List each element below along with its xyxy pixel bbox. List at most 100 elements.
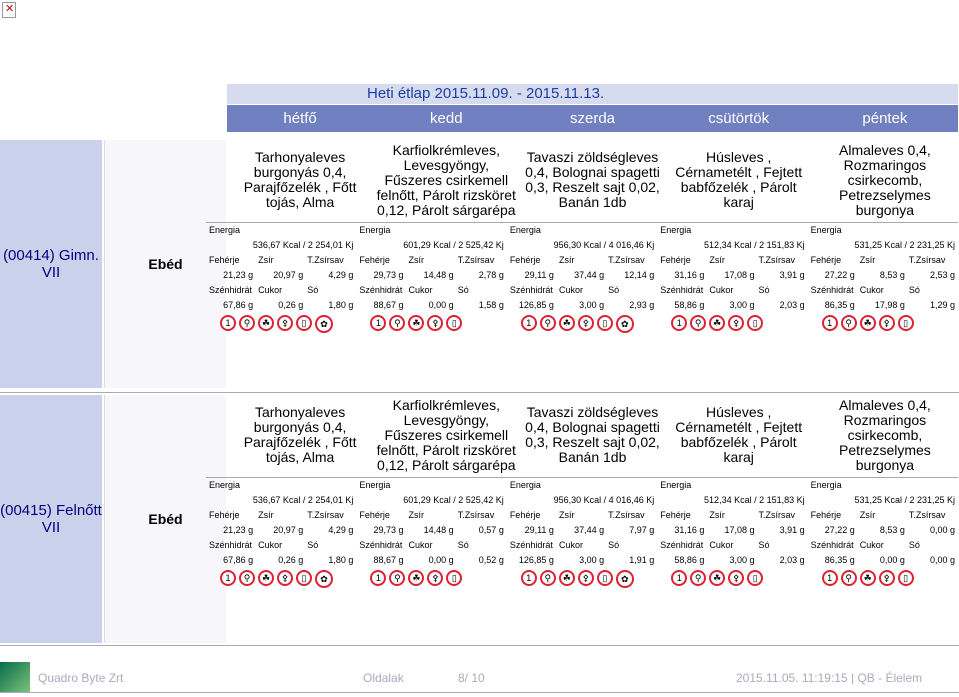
- company-logo: [0, 662, 30, 692]
- carb-value: 88,67 g: [373, 300, 404, 310]
- carb-label-row: Szénhidrát Cukor Só: [507, 283, 657, 298]
- allergen-icon: 1: [220, 570, 236, 586]
- nutrition-row: Energia 536,67 Kcal / 2 254,01 Kj Fehérje Z…: [206, 477, 958, 588]
- carb-label: Szénhidrát: [359, 285, 403, 295]
- macro-value-row: 29,73 g 14,48 g 0,57 g: [356, 523, 506, 538]
- fat-value: 20,97 g: [273, 270, 304, 280]
- salt-value: 1,91 g: [629, 555, 655, 565]
- satfat-label: T.Zsírsav: [457, 510, 495, 520]
- carb-value-row: 126,85 g 3,00 g 1,91 g: [507, 553, 657, 568]
- energy-label-row: Energia: [507, 223, 657, 238]
- macro-label-row: Fehérje Zsír T.Zsírsav: [356, 508, 506, 523]
- energy-label-row: Energia: [507, 478, 657, 493]
- fat-label: Zsír: [558, 510, 575, 520]
- salt-label: Só: [457, 540, 469, 550]
- energy-value-row: 536,67 Kcal / 2 254,01 Kj: [206, 493, 356, 508]
- sugar-label: Cukor: [258, 540, 283, 550]
- sugar-value: 0,26 g: [278, 300, 304, 310]
- energy-label: Energia: [810, 480, 842, 490]
- allergen-icon: ⚲: [690, 315, 707, 331]
- energy-value: 956,30 Kcal / 4 016,46 Kj: [553, 240, 655, 250]
- nutrition-day: Energia 536,67 Kcal / 2 254,01 Kj Fehérje Z…: [206, 223, 356, 333]
- energy-label: Energia: [209, 225, 241, 235]
- allergen-icons: 1 ⚲ ☘ ⚴ ▯ ✿: [507, 313, 652, 333]
- carb-value: 58,86 g: [674, 300, 705, 310]
- nutrition-day: Energia 956,30 Kcal / 4 016,46 Kj Fehérje Z…: [507, 478, 657, 588]
- allergen-icon: ✿: [315, 570, 333, 588]
- energy-value: 536,67 Kcal / 2 254,01 Kj: [252, 495, 354, 505]
- protein-label: Fehérje: [660, 255, 691, 265]
- satfat-value: 4,29 g: [328, 525, 354, 535]
- salt-label: Só: [908, 540, 920, 550]
- sugar-value: 0,26 g: [278, 555, 304, 565]
- carb-label-row: Szénhidrát Cukor Só: [206, 538, 356, 553]
- salt-value: 2,03 g: [779, 555, 805, 565]
- satfat-value: 0,00 g: [930, 525, 956, 535]
- allergen-icon: ⚴: [728, 570, 745, 586]
- carb-value-row: 58,86 g 3,00 g 2,03 g: [657, 553, 807, 568]
- satfat-value: 3,91 g: [779, 270, 805, 280]
- dish-text: Tarhonyaleves burgonyás 0,4, Parajfőzelé…: [243, 149, 357, 210]
- protein-label: Fehérje: [660, 510, 691, 520]
- protein-value: 21,23 g: [223, 525, 254, 535]
- allergen-icon: ⚴: [277, 315, 293, 331]
- day-monday: hétfő: [283, 110, 317, 127]
- protein-value: 31,16 g: [674, 270, 705, 280]
- day-header: hétfő kedd szerda csütörtök péntek: [227, 105, 958, 132]
- salt-label: Só: [908, 285, 920, 295]
- protein-value: 21,23 g: [223, 270, 254, 280]
- allergen-icon: 1: [520, 570, 537, 586]
- fat-value: 37,44 g: [574, 525, 605, 535]
- salt-value: 1,80 g: [328, 555, 354, 565]
- carb-value: 88,67 g: [373, 555, 404, 565]
- energy-value-row: 512,34 Kcal / 2 151,83 Kj: [657, 493, 807, 508]
- allergen-icon: ☘: [558, 570, 575, 586]
- allergen-icon: ⚲: [840, 315, 857, 331]
- footer-page: 8/ 10: [458, 671, 485, 685]
- allergen-icon: ☘: [258, 315, 274, 331]
- allergen-icon: ▯: [596, 315, 613, 331]
- energy-value: 512,34 Kcal / 2 151,83 Kj: [704, 240, 805, 250]
- page-title: Heti étlap 2015.11.09. - 2015.11.13.: [227, 84, 958, 104]
- dish-text: Húsleves , Cérnametélt , Fejtett babfőze…: [675, 404, 803, 465]
- dish-text: Almaleves 0,4, Rozmaringos csirkecomb, P…: [839, 396, 931, 473]
- carb-label-row: Szénhidrát Cukor Só: [356, 538, 506, 553]
- nutrition-day: Energia 956,30 Kcal / 4 016,46 Kj Fehérje Z…: [507, 223, 657, 333]
- macro-value-row: 29,11 g 37,44 g 12,14 g: [507, 268, 657, 283]
- fat-label: Zsír: [859, 255, 876, 265]
- satfat-label: T.Zsírsav: [908, 510, 946, 520]
- macro-label-row: Fehérje Zsír T.Zsírsav: [507, 253, 657, 268]
- macro-label-row: Fehérje Zsír T.Zsírsav: [808, 253, 958, 268]
- satfat-value: 0,57 g: [478, 525, 504, 535]
- allergen-icon: ☘: [258, 570, 274, 586]
- energy-label-row: Energia: [356, 223, 506, 238]
- macro-label-row: Fehérje Zsír T.Zsírsav: [657, 253, 807, 268]
- energy-value-row: 531,25 Kcal / 2 231,25 Kj: [808, 238, 958, 253]
- nutrition-day: Energia 531,25 Kcal / 2 231,25 Kj Fehérje Z…: [808, 478, 958, 588]
- allergen-icon: ⚴: [427, 315, 444, 331]
- allergen-icon: 1: [220, 315, 236, 331]
- salt-label: Só: [758, 285, 770, 295]
- carb-value-row: 67,86 g 0,26 g 1,80 g: [206, 553, 356, 568]
- macro-value-row: 27,22 g 8,53 g 0,00 g: [808, 523, 958, 538]
- sugar-label: Cukor: [859, 540, 884, 550]
- sugar-label: Cukor: [709, 285, 734, 295]
- carb-value-row: 88,67 g 0,00 g 0,52 g: [356, 553, 506, 568]
- energy-value-row: 536,67 Kcal / 2 254,01 Kj: [206, 238, 356, 253]
- protein-value: 29,11 g: [524, 270, 554, 280]
- allergen-icon: ⚲: [239, 570, 255, 586]
- allergen-icon: ▯: [747, 315, 764, 331]
- day-friday: péntek: [862, 110, 908, 127]
- carb-value-row: 88,67 g 0,00 g 1,58 g: [356, 298, 506, 313]
- protein-label: Fehérje: [209, 510, 240, 520]
- macro-value-row: 31,16 g 17,08 g 3,91 g: [657, 268, 807, 283]
- allergen-icon: ⚴: [577, 315, 594, 331]
- macro-label-row: Fehérje Zsír T.Zsírsav: [206, 253, 356, 268]
- allergen-icon: ▯: [446, 315, 463, 331]
- protein-label: Fehérje: [359, 255, 390, 265]
- day-tuesday: kedd: [430, 110, 463, 127]
- carb-label: Szénhidrát: [660, 540, 704, 550]
- dish-text: Karfiolkrémleves, Levesgyöngy, Fűszeres …: [376, 396, 516, 473]
- energy-label: Energia: [810, 225, 842, 235]
- day-wednesday: szerda: [569, 110, 616, 127]
